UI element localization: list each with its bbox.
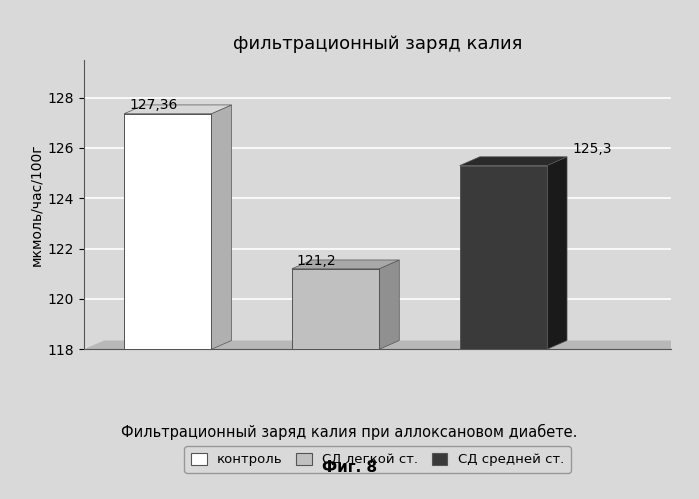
Polygon shape xyxy=(124,114,211,349)
Y-axis label: мкмоль/час/100г: мкмоль/час/100г xyxy=(29,143,43,266)
Polygon shape xyxy=(292,269,379,349)
Text: 127,36: 127,36 xyxy=(129,98,178,112)
Polygon shape xyxy=(211,105,231,349)
Polygon shape xyxy=(460,340,567,349)
Polygon shape xyxy=(124,340,231,349)
Polygon shape xyxy=(460,166,547,349)
Polygon shape xyxy=(84,340,691,349)
Polygon shape xyxy=(124,105,231,114)
Polygon shape xyxy=(292,260,399,269)
Polygon shape xyxy=(379,260,399,349)
Text: Фиг. 8: Фиг. 8 xyxy=(322,460,377,475)
Polygon shape xyxy=(460,157,567,166)
Text: Фильтрационный заряд калия при аллоксановом диабете.: Фильтрационный заряд калия при аллоксано… xyxy=(122,424,577,440)
Legend: контроль, СД легкой ст., СД средней ст.: контроль, СД легкой ст., СД средней ст. xyxy=(184,446,571,473)
Polygon shape xyxy=(292,340,399,349)
Text: 121,2: 121,2 xyxy=(297,253,336,267)
Text: 125,3: 125,3 xyxy=(572,142,612,156)
Title: фильтрационный заряд калия: фильтрационный заряд калия xyxy=(233,35,522,53)
Polygon shape xyxy=(547,157,567,349)
